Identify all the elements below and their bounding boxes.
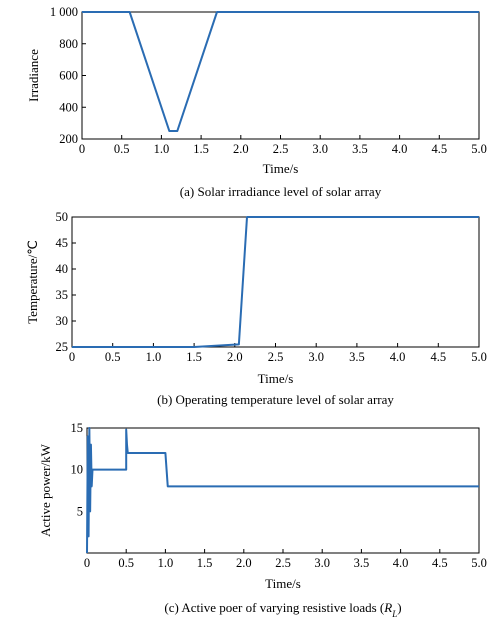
- chart-caption: (c) Active poer of varying resistive loa…: [164, 600, 401, 619]
- x-tick-label: 5.0: [471, 142, 487, 156]
- y-tick-label: 600: [59, 69, 78, 83]
- x-tick-label: 1.0: [154, 142, 170, 156]
- x-tick-label: 4.0: [392, 142, 408, 156]
- y-tick-label: 5: [77, 504, 83, 518]
- y-tick-label: 25: [56, 340, 69, 354]
- x-tick-label: 4.5: [431, 142, 447, 156]
- x-tick-label: 1.5: [193, 142, 209, 156]
- plot-frame: [81, 11, 480, 140]
- y-tick-label: 800: [59, 37, 78, 51]
- plot-frame: [71, 216, 480, 348]
- series-line-0: [72, 216, 479, 348]
- x-tick-label: 0: [69, 350, 75, 364]
- x-tick-label: 3.5: [354, 556, 370, 570]
- x-tick-label: 3.5: [349, 350, 365, 364]
- y-tick-label: 50: [56, 210, 69, 224]
- x-tick-label: 0.5: [105, 350, 121, 364]
- x-tick-label: 2.5: [275, 556, 291, 570]
- chart-caption: (a) Solar irradiance level of solar arra…: [180, 184, 382, 199]
- x-tick-label: 3.5: [352, 142, 368, 156]
- x-tick-label: 0.5: [118, 556, 134, 570]
- x-tick-label: 5.0: [471, 350, 487, 364]
- chart-panel-1: 0 0.5 1.0 1.5 2.0 2.5 3.0 3.5 4.0 4.5 5.0 25 30 35 40 4…: [25, 210, 487, 407]
- chart-caption: (b) Operating temperature level of solar…: [157, 392, 394, 407]
- x-tick-label: 4.0: [393, 556, 409, 570]
- y-tick-label: 45: [56, 236, 69, 250]
- x-tick-label: 1.0: [158, 556, 174, 570]
- x-tick-label: 0.5: [114, 142, 130, 156]
- y-tick-label: 35: [56, 288, 69, 302]
- series-line-0: [82, 11, 479, 133]
- x-tick-label: 2.0: [233, 142, 249, 156]
- y-axis-label: Temperature/℃: [25, 240, 40, 324]
- x-tick-label: 3.0: [314, 556, 330, 570]
- chart-panel-0: 0 0.5 1.0 1.5 2.0 2.5 3.0 3.5 4.0 4.5 5.0 200 400 600…: [26, 5, 487, 199]
- x-tick-label: 4.5: [432, 556, 448, 570]
- x-tick-label: 4.5: [430, 350, 446, 364]
- x-tick-label: 2.5: [273, 142, 289, 156]
- x-axis-label: Time/s: [265, 576, 301, 591]
- series-line-0: [86, 427, 479, 554]
- y-tick-label: 10: [71, 463, 84, 477]
- x-axis-label: Time/s: [263, 161, 299, 176]
- plot-frame: [86, 427, 480, 554]
- y-tick-label: 1 000: [50, 5, 78, 19]
- y-axis-label: Active power/kW: [38, 443, 53, 537]
- x-tick-label: 1.5: [186, 350, 202, 364]
- x-tick-label: 2.0: [236, 556, 252, 570]
- x-tick-label: 0: [79, 142, 85, 156]
- x-tick-label: 5.0: [471, 556, 487, 570]
- x-tick-label: 0: [84, 556, 90, 570]
- x-tick-label: 2.5: [268, 350, 284, 364]
- y-tick-label: 40: [56, 262, 69, 276]
- x-tick-label: 1.5: [197, 556, 213, 570]
- y-tick-label: 15: [71, 421, 84, 435]
- y-tick-label: 30: [56, 314, 69, 328]
- x-tick-label: 4.0: [390, 350, 406, 364]
- y-tick-label: 200: [59, 132, 78, 146]
- chart-panel-2: 0 0.5 1.0 1.5 2.0 2.5 3.0 3.5 4.0 4.5 5.0 5 10 15 Time…: [38, 421, 487, 619]
- y-axis-label: Irradiance: [26, 49, 41, 102]
- x-tick-label: 1.0: [146, 350, 162, 364]
- x-tick-label: 3.0: [308, 350, 324, 364]
- y-tick-label: 400: [59, 100, 78, 114]
- x-tick-label: 2.0: [227, 350, 243, 364]
- x-axis-label: Time/s: [258, 371, 294, 386]
- x-tick-label: 3.0: [312, 142, 328, 156]
